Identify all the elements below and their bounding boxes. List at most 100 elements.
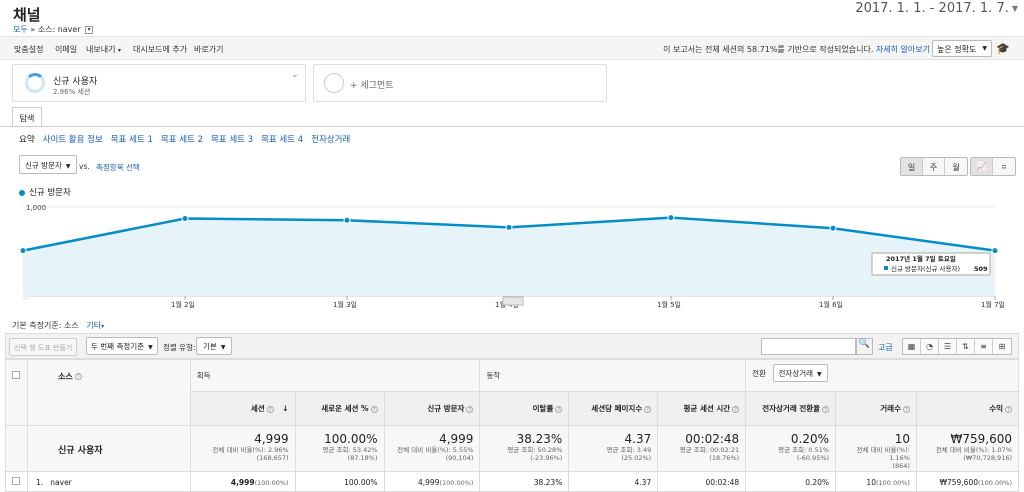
summary-cell: 4.37 평균 조회: 3.49 (25.02%) xyxy=(568,425,659,472)
row-checkbox[interactable] xyxy=(12,477,20,485)
line-chart-icon[interactable]: 📈 xyxy=(971,158,993,175)
header-avg-session-duration[interactable]: 평균 세션 시간? xyxy=(657,391,747,426)
help-icon[interactable]: ? xyxy=(370,405,378,413)
tooltip-title: 2017년 1월 7일 토요일 xyxy=(886,254,956,263)
subnav-goal-set-4[interactable]: 목표 세트 4 xyxy=(261,135,304,145)
table-search-input[interactable] xyxy=(761,338,856,355)
summary-compare-total: (-23.96%) xyxy=(530,454,563,462)
table-cell: 10(100.00%) xyxy=(835,471,917,492)
sort-type-value: 기본 xyxy=(203,342,217,351)
summary-value: 10 xyxy=(894,432,910,446)
table-cell: 0.20% xyxy=(745,471,837,492)
subnav-summary[interactable]: 요약 xyxy=(19,135,35,145)
data-point xyxy=(181,214,189,222)
subnav-goal-set-1[interactable]: 목표 세트 1 xyxy=(110,135,153,145)
tooltip-label: 신규 방문자(신규 사용자) xyxy=(891,264,960,273)
summary-cell: 4,999 전체 대비 비율(%): 5.55% (90,104) xyxy=(383,425,481,472)
help-icon[interactable]: ? xyxy=(74,373,82,380)
metric-select[interactable]: 신규 방문자 ▼ xyxy=(19,155,77,174)
tooltip-value: 509 xyxy=(974,265,988,273)
shortcut-button[interactable]: 바로가기 xyxy=(194,45,224,54)
chevron-down-icon[interactable]: ▾ xyxy=(101,323,105,330)
help-icon[interactable]: ? xyxy=(822,405,830,413)
other-dimension-link[interactable]: 기타 xyxy=(86,321,102,330)
chevron-down-icon: ▼ xyxy=(220,344,226,351)
explorer-subnav: 요약 사이트 활용 정보 목표 세트 1 목표 세트 2 목표 세트 3 목표 세트 4 전… xyxy=(19,133,358,145)
search-icon[interactable]: 🔍 xyxy=(856,338,873,355)
area-fill xyxy=(23,217,995,296)
choose-metric-link[interactable]: 측정항목 선택 xyxy=(96,163,140,172)
cell-percent: (100.00%) xyxy=(254,479,289,487)
graduation-cap-icon[interactable]: 🎓 xyxy=(996,42,1010,55)
summary-compare: 평균 조회: 53.42% xyxy=(322,446,378,454)
accuracy-select[interactable]: 높은 정확도 ▼ xyxy=(932,40,992,57)
summary-compare: 평균 조회: 0.51% xyxy=(778,446,830,454)
customize-button[interactable]: 맞춤설정 xyxy=(14,45,44,54)
term-cloud-icon[interactable]: ≡ xyxy=(975,339,993,354)
sampling-notice: 이 보고서는 전체 세션의 58.71%를 기반으로 작성되었습니다. 자세히 … xyxy=(663,44,930,55)
conversion-select[interactable]: 전자상거래 ▼ xyxy=(772,364,828,382)
breadcrumb-all[interactable]: 모두 xyxy=(13,25,28,34)
tab-explore[interactable]: 탐색 xyxy=(12,107,42,127)
performance-view-icon[interactable]: ☰ xyxy=(939,339,957,354)
chevron-down-icon: ▼ xyxy=(1011,4,1018,13)
period-day-button[interactable]: 일 xyxy=(901,158,923,175)
chevron-down-icon[interactable]: ⌄ xyxy=(290,69,299,80)
sort-type-select[interactable]: 기본 ▼ xyxy=(196,337,233,355)
segment-ring-icon xyxy=(25,73,45,93)
email-button[interactable]: 이메일 xyxy=(55,45,78,54)
help-icon[interactable]: ? xyxy=(555,405,563,413)
header-new-visitors[interactable]: 신규 방문자? xyxy=(383,391,481,426)
select-all-checkbox[interactable] xyxy=(12,371,20,379)
subnav-ecommerce[interactable]: 전자상거래 xyxy=(311,135,351,145)
motion-chart-icon[interactable]: ⠶ xyxy=(1001,162,1007,171)
segment-share: 2.96% 세션 xyxy=(53,88,91,96)
data-point xyxy=(343,216,351,224)
summary-compare-total: (-60.95%) xyxy=(796,454,830,462)
help-icon[interactable]: ? xyxy=(1005,405,1012,413)
table-controls: 선택 행 도표 만들기 두 번째 측정기준 ▼ 정렬 유형: 기본 ▼ 🔍 고급 ▦… xyxy=(5,333,1019,359)
date-range-picker[interactable]: 2017. 1. 1. - 2017. 1. 7. ▼ xyxy=(855,1,1018,16)
header-revenue[interactable]: 수익? xyxy=(915,391,1020,426)
summary-value: ₩759,600 xyxy=(950,432,1013,446)
breadcrumb-separator: » xyxy=(30,25,36,34)
learn-more-link[interactable]: 자세히 알아보기 xyxy=(875,45,930,54)
help-icon[interactable]: ? xyxy=(902,405,910,413)
header-label: 전자상거래 전환율 xyxy=(762,404,821,413)
add-dashboard-button[interactable]: 대시보드에 추가 xyxy=(133,45,188,54)
pivot-view-icon[interactable]: ⊞ xyxy=(998,342,1006,351)
segment-new-users[interactable]: 신규 사용자 2.96% 세션 ⌄ xyxy=(12,64,306,102)
header-transactions[interactable]: 거래수? xyxy=(835,391,917,426)
subnav-goal-set-3[interactable]: 목표 세트 3 xyxy=(210,135,254,145)
chevron-down-icon: ▼ xyxy=(65,163,71,170)
summary-cell: 10 전체 대비 비율(%): 1.16% (864) xyxy=(835,425,917,472)
help-icon[interactable]: ? xyxy=(266,405,274,413)
summary-compare-total: (25.02%) xyxy=(621,454,652,462)
help-icon[interactable]: ? xyxy=(644,405,652,413)
header-label: 이탈률 xyxy=(532,404,554,413)
y-tick-label: 1,000 xyxy=(26,204,46,212)
row-source-link[interactable]: naver xyxy=(50,478,72,487)
period-month-button[interactable]: 월 xyxy=(952,163,960,172)
advanced-filter-link[interactable]: 고급 xyxy=(878,343,893,352)
plot-rows-button[interactable]: 선택 행 도표 만들기 xyxy=(9,338,78,356)
header-new-session-pct[interactable]: 새로운 세션 %? xyxy=(294,391,385,426)
header-label: 평균 세션 시간 xyxy=(683,404,731,413)
help-icon[interactable]: ? xyxy=(466,405,474,413)
breadcrumb-dropdown-icon[interactable]: ▾ xyxy=(85,25,94,34)
header-pages-per-session[interactable]: 세션당 페이지수? xyxy=(568,391,659,426)
subnav-site-usage[interactable]: 사이트 활용 정보 xyxy=(42,135,103,145)
comparison-view-icon[interactable]: ⇅ xyxy=(957,339,975,354)
add-segment-card[interactable]: + 세그먼트 xyxy=(313,64,607,102)
header-bounce-rate[interactable]: 이탈률? xyxy=(479,391,570,426)
pie-view-icon[interactable]: ◔ xyxy=(921,339,939,354)
period-week-button[interactable]: 주 xyxy=(923,158,945,175)
source-header[interactable]: 소스 xyxy=(57,372,73,381)
header-sessions[interactable]: 세션? ↓ xyxy=(189,391,296,426)
table-view-icon[interactable]: ▦ xyxy=(903,339,921,354)
subnav-goal-set-2[interactable]: 목표 세트 2 xyxy=(160,135,203,145)
help-icon[interactable]: ? xyxy=(732,405,740,413)
header-ecommerce-conversion-rate[interactable]: 전자상거래 전환율? xyxy=(745,391,837,426)
export-button[interactable]: 내보내기 ▾ xyxy=(86,44,121,55)
secondary-dimension-select[interactable]: 두 번째 측정기준 ▼ xyxy=(86,337,158,355)
